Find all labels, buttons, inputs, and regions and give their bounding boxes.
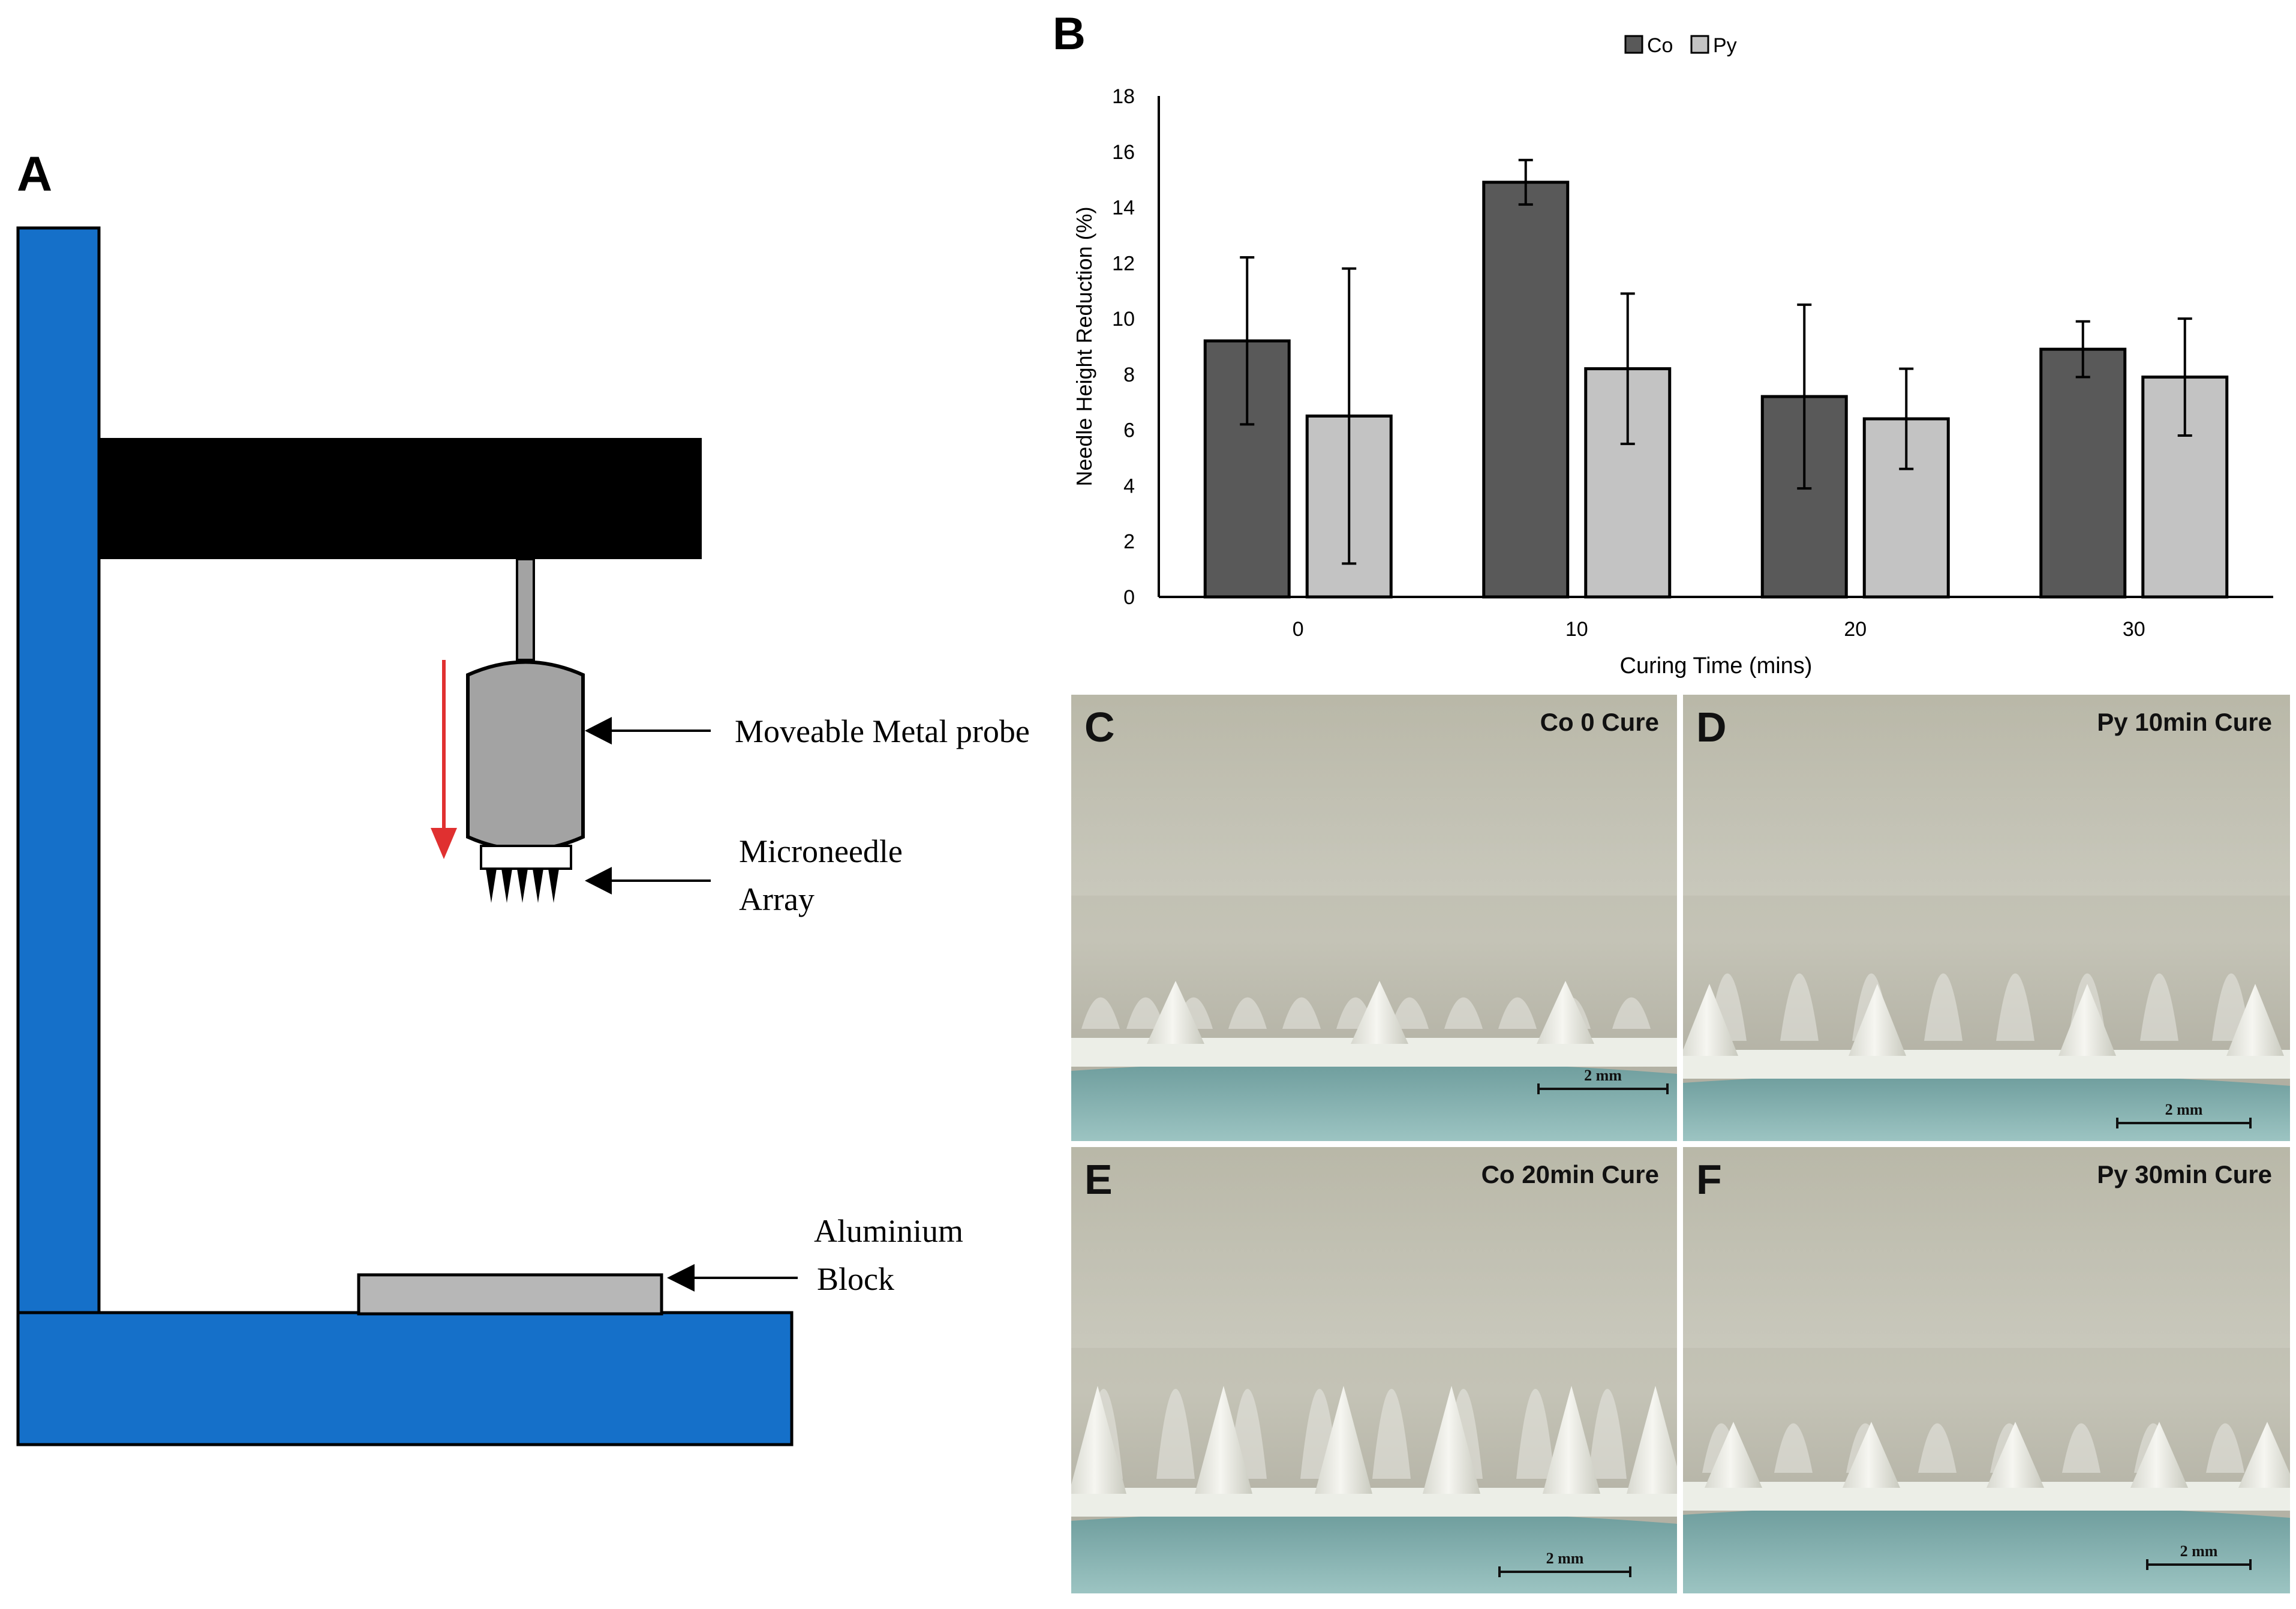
substrate	[1071, 1511, 1677, 1593]
polymer-film	[1683, 1482, 2290, 1511]
y-tick-label: 10	[1112, 308, 1135, 331]
needles-front-row	[1683, 984, 2284, 1056]
scale-bar-label: 2 mm	[1584, 1067, 1622, 1084]
error-bar-py-20	[1899, 367, 1914, 470]
stand-pillar	[16, 226, 101, 1316]
stand-arm	[99, 438, 702, 559]
substrate	[1071, 1061, 1677, 1141]
chart-x-ticks: 0 10 20 30	[1293, 618, 2145, 641]
polymer-film	[1683, 1050, 2290, 1079]
substrate	[1683, 1505, 2290, 1593]
micrograph-e: E Co 20min Cure 2 mm	[1071, 1147, 1677, 1593]
y-tick-label: 14	[1112, 197, 1135, 220]
scale-bar	[1498, 1566, 1631, 1577]
error-bar-co-0	[1240, 256, 1255, 426]
scale-bar	[2116, 1118, 2252, 1128]
y-tick-label: 18	[1112, 85, 1135, 108]
probe-pointer-head	[585, 717, 612, 745]
error-bar-co-10	[1518, 158, 1533, 206]
y-tick-label: 4	[1123, 475, 1135, 497]
legend-swatch-py	[1690, 35, 1709, 54]
micrograph-f: F Py 30min Cure 2 mm	[1683, 1147, 2290, 1593]
probe-rod	[516, 558, 535, 661]
needles-front-row	[1071, 1386, 1677, 1494]
error-bar-co-30	[2075, 320, 2090, 379]
panel-b-chart: B Co Py 0 2 4 6 8 10 12 14 16 18 0 10 20 30 Needle He…	[1053, 8, 2273, 679]
bar-co-10	[1482, 181, 1570, 599]
chart-y-ticks: 0 2 4 6 8 10 12 14 16 18	[1112, 85, 1135, 609]
scale-bar-label: 2 mm	[1546, 1550, 1584, 1567]
array-pointer-head	[585, 867, 612, 894]
scale-bar	[2146, 1559, 2252, 1570]
scale-bar	[1537, 1083, 1669, 1094]
block-pointer-head	[667, 1264, 695, 1292]
chart-legend: Co Py	[1624, 34, 1737, 57]
aluminium-block	[357, 1273, 663, 1316]
x-tick-label: 0	[1293, 618, 1304, 641]
metal-probe	[466, 660, 585, 852]
label-microneedle: Microneedle	[739, 833, 903, 869]
error-bar-py-30	[2177, 317, 2192, 437]
legend-label-py: Py	[1713, 34, 1737, 57]
microneedle-array-base	[480, 845, 572, 870]
microneedle-tips	[486, 869, 559, 903]
needles-front-row	[1705, 1422, 2290, 1488]
motion-arrow-head	[431, 828, 457, 859]
y-tick-label: 0	[1123, 586, 1135, 609]
scale-bar-label: 2 mm	[2165, 1101, 2203, 1118]
error-bar-co-20	[1797, 303, 1812, 490]
panel-letter-f: F	[1696, 1156, 1722, 1203]
micrograph-caption: Co 20min Cure	[1481, 1160, 1659, 1188]
bar-co-30	[2039, 347, 2127, 599]
needles-front-row	[1147, 981, 1594, 1044]
x-tick-label: 30	[2123, 618, 2145, 641]
chart-error-bars	[1240, 158, 2192, 565]
panel-letter-d: D	[1696, 704, 1727, 751]
y-tick-label: 12	[1112, 252, 1135, 275]
label-aluminium: Aluminium	[814, 1213, 963, 1249]
y-tick-label: 8	[1123, 364, 1135, 386]
panel-b-letter: B	[1053, 8, 1086, 59]
bar-py-20	[1862, 417, 1950, 599]
micrograph-grid: C Co 0 Cure 2 mm D Py 10min Cure 2 mm E Co 20mi…	[1071, 695, 2290, 1593]
chart-x-label: Curing Time (mins)	[1620, 653, 1813, 679]
y-tick-label: 2	[1123, 530, 1135, 553]
y-tick-label: 16	[1112, 141, 1135, 164]
legend-label-co: Co	[1647, 34, 1673, 57]
error-bar-py-0	[1342, 267, 1357, 565]
micrograph-d: D Py 10min Cure 2 mm	[1683, 695, 2290, 1141]
panel-letter-e: E	[1084, 1156, 1113, 1203]
stand-base	[16, 1311, 794, 1446]
chart-bars	[1203, 181, 2229, 599]
micrograph-caption: Py 30min Cure	[2097, 1160, 2272, 1188]
micrograph-caption: Py 10min Cure	[2097, 708, 2272, 736]
micrograph-caption: Co 0 Cure	[1540, 708, 1659, 736]
y-tick-label: 6	[1123, 419, 1135, 442]
scale-bar-label: 2 mm	[2180, 1542, 2218, 1560]
label-array: Array	[739, 881, 815, 917]
label-block: Block	[817, 1261, 894, 1297]
x-tick-label: 10	[1565, 618, 1588, 641]
panel-a-diagram: A Moveable Metal probe Microneedle Array…	[16, 147, 1030, 1446]
legend-swatch-co	[1624, 35, 1643, 54]
panel-letter-c: C	[1084, 704, 1115, 751]
error-bar-py-10	[1620, 292, 1635, 445]
chart-y-label: Needle Height Reduction (%)	[1072, 206, 1096, 486]
panel-a-letter: A	[17, 147, 52, 202]
x-tick-label: 20	[1844, 618, 1867, 641]
label-metal-probe: Moveable Metal probe	[735, 713, 1030, 749]
micrograph-c: C Co 0 Cure 2 mm	[1071, 695, 1677, 1141]
